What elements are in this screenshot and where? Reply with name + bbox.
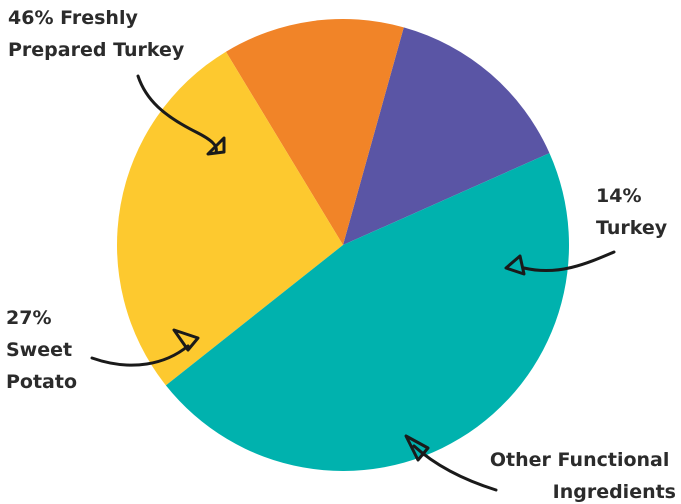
pie-slice-freshly-prepared-turkey <box>165 153 570 472</box>
label-turkey: 14% Turkey <box>596 185 668 239</box>
pie-slice-turkey <box>343 27 550 246</box>
label-other: Other Functional Ingredients <box>490 449 676 503</box>
arrow-turkey <box>504 250 616 276</box>
pie-slices <box>117 19 570 472</box>
pie-slice-other-functional-ingredients <box>225 19 404 245</box>
arrow-other <box>404 434 498 492</box>
label-sweet-potato: 27% Sweet Potato <box>6 307 79 393</box>
pie-slice-sweet-potato <box>117 51 343 386</box>
label-fresh-turkey: 46% Freshly Prepared Turkey <box>8 7 185 61</box>
arrow-fresh-turkey <box>136 74 226 156</box>
arrow-sweet-potato <box>90 328 200 367</box>
